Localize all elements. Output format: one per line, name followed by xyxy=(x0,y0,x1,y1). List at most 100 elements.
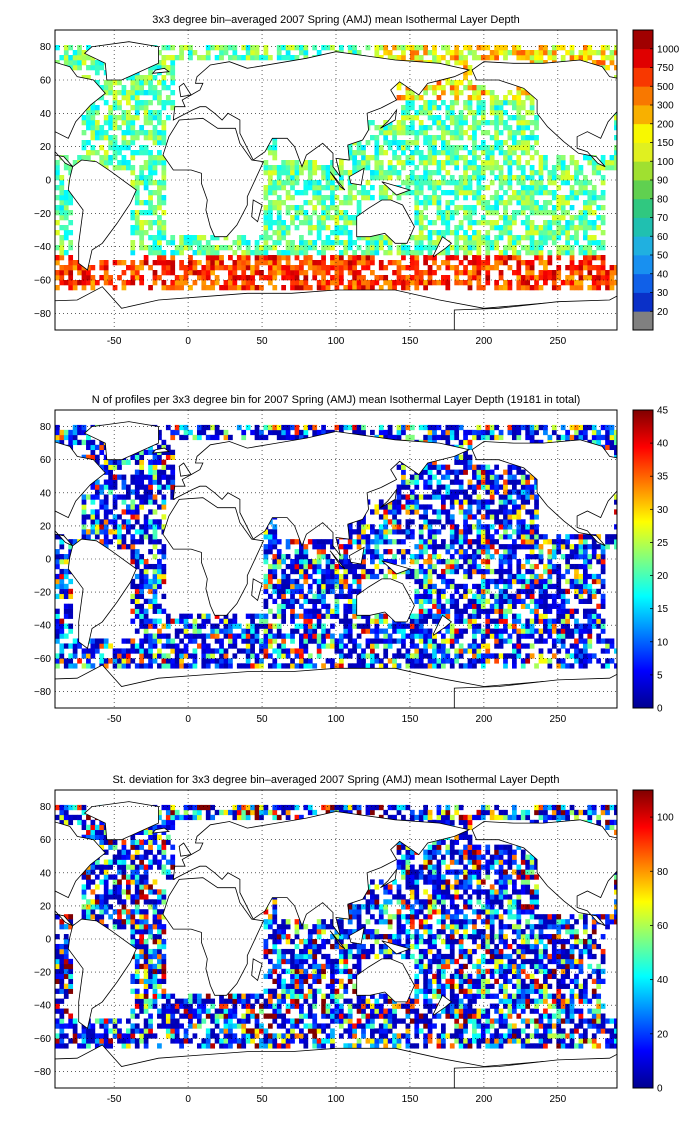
bin-cell xyxy=(125,90,131,96)
bin-cell xyxy=(108,120,113,126)
bin-cell xyxy=(436,235,442,241)
bin-cell xyxy=(432,140,437,146)
bin-cell xyxy=(94,638,100,644)
bin-cell xyxy=(276,643,282,649)
bin-cell xyxy=(383,195,389,201)
bin-cell xyxy=(90,125,96,131)
bin-cell xyxy=(498,165,504,171)
bin-cell xyxy=(121,135,127,141)
bin-cell xyxy=(299,434,304,441)
bin-cell xyxy=(511,140,517,146)
bin-cell xyxy=(378,529,384,535)
bin-cell xyxy=(551,280,557,286)
bin-cell xyxy=(463,469,468,475)
bin-cell xyxy=(587,275,593,281)
bin-cell xyxy=(347,150,353,156)
bin-cell xyxy=(285,539,291,545)
bin-cell xyxy=(423,434,428,441)
bin-cell xyxy=(245,50,251,56)
bin-cell xyxy=(103,638,109,644)
bin-cell xyxy=(299,544,304,550)
bin-cell xyxy=(161,210,167,216)
bin-cell xyxy=(516,45,522,51)
colorbar-tick-label: 60 xyxy=(657,232,669,243)
bin-cell xyxy=(174,285,180,291)
bin-cell xyxy=(303,240,309,246)
bin-cell xyxy=(201,648,207,654)
bin-cell xyxy=(103,469,109,475)
bin-cell xyxy=(569,250,575,256)
bin-cell xyxy=(463,130,468,136)
bin-cell xyxy=(454,618,460,624)
bin-cell xyxy=(343,285,349,291)
colorbar-tick-label: 30 xyxy=(657,288,669,299)
bin-cell xyxy=(480,603,486,609)
bin-cell xyxy=(343,240,349,246)
bin-cell xyxy=(547,50,553,56)
bin-cell xyxy=(480,653,486,659)
bin-cell xyxy=(547,225,553,231)
bin-cell xyxy=(232,613,238,619)
bin-cell xyxy=(108,80,113,86)
bin-cell xyxy=(303,424,309,431)
bin-cell xyxy=(245,250,251,256)
bin-cell xyxy=(436,554,442,560)
bin-cell xyxy=(99,499,105,505)
bin-cell xyxy=(458,608,464,614)
bin-cell xyxy=(463,529,468,535)
bin-cell xyxy=(152,240,158,246)
bin-cell xyxy=(387,165,393,171)
bin-cell xyxy=(94,514,100,520)
bin-cell xyxy=(68,165,74,171)
bin-cell xyxy=(409,265,415,271)
bin-cell xyxy=(157,260,162,266)
bin-cell xyxy=(574,175,579,181)
bin-cell xyxy=(161,469,167,475)
bin-cell xyxy=(409,628,415,634)
bin-cell xyxy=(463,593,468,600)
bin-cell xyxy=(485,633,491,639)
bin-cell xyxy=(370,628,375,634)
bin-cell xyxy=(108,275,113,281)
bin-cell xyxy=(263,529,269,535)
bin-cell xyxy=(476,95,482,101)
bin-cell xyxy=(299,190,304,196)
bin-cell xyxy=(409,150,415,156)
bin-cell xyxy=(152,275,158,281)
bin-cell xyxy=(338,573,344,580)
bin-cell xyxy=(117,150,122,156)
bin-cell xyxy=(325,180,331,186)
bin-cell xyxy=(476,623,482,629)
bin-cell xyxy=(414,175,420,181)
bin-cell xyxy=(436,603,442,609)
bin-cell xyxy=(152,524,158,530)
bin-cell xyxy=(432,170,437,176)
bin-cell xyxy=(409,45,415,51)
bin-cell xyxy=(179,618,184,624)
bin-cell xyxy=(99,519,105,525)
bin-cell xyxy=(316,200,322,206)
bin-cell xyxy=(489,220,495,226)
bin-cell xyxy=(272,220,278,226)
bin-cell xyxy=(409,568,415,575)
bin-cell xyxy=(63,554,69,560)
bin-cell xyxy=(338,583,344,590)
bin-cell xyxy=(596,265,602,271)
x-tick-label: 50 xyxy=(256,336,268,347)
bin-cell xyxy=(423,135,428,141)
bin-cell xyxy=(507,145,513,151)
bin-cell xyxy=(139,504,145,510)
bin-cell xyxy=(330,539,335,545)
bin-cell xyxy=(125,75,131,81)
bin-cell xyxy=(299,235,304,241)
bin-cell xyxy=(441,474,446,480)
bin-cell xyxy=(476,255,482,261)
bin-cell xyxy=(449,434,455,441)
bin-cell xyxy=(134,225,140,231)
bin-cell xyxy=(108,145,113,151)
bin-cell xyxy=(485,235,491,241)
bin-cell xyxy=(294,270,300,276)
bin-cell xyxy=(148,663,153,669)
bin-cell xyxy=(467,509,473,515)
bin-cell xyxy=(232,285,238,291)
